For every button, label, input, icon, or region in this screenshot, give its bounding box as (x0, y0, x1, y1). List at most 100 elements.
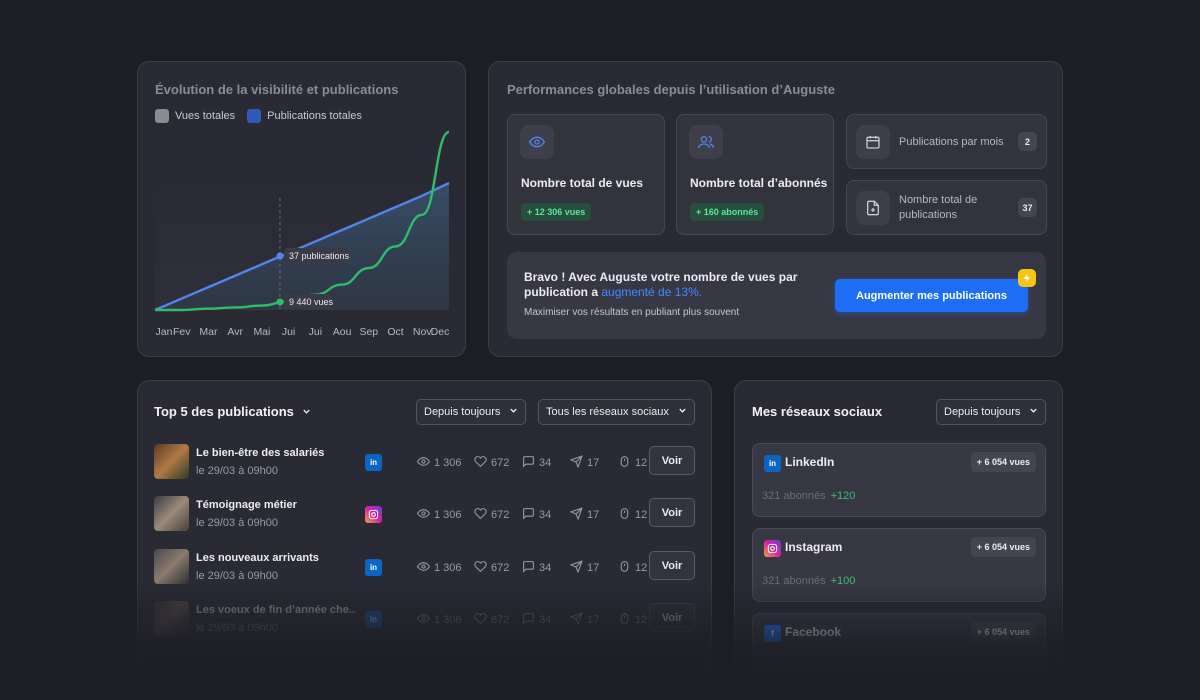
legend-item-publications[interactable]: Publications totales (247, 109, 362, 123)
network-dropdown-value: Tous les réseaux sociaux (546, 406, 669, 418)
x-tick-label: Avr (227, 326, 243, 338)
metric-likes: 672 (474, 507, 509, 523)
stat-badge: + 160 abonnés (690, 203, 765, 221)
network-subscribers: 321 abonnés +120 (762, 490, 855, 502)
views-tooltip-text: 9 440 vues (289, 297, 334, 307)
metric-shares: 17 (569, 560, 599, 576)
social-networks-title: Mes réseaux sociaux (752, 404, 883, 419)
instagram-icon (764, 540, 781, 557)
mouse-icon (618, 455, 631, 471)
metric-likes: 672 (474, 612, 509, 628)
publication-row: Témoignage métier le 29/03 à 09h00 1 306 67… (154, 494, 699, 534)
chevron-down-icon (302, 404, 311, 419)
top-publications-card: Top 5 des publications Depuis toujours T… (137, 380, 712, 700)
legend-swatch-publications (247, 109, 262, 123)
network-views-badge: + 6 054 vues (970, 537, 1036, 557)
stat-total-subscribers: Nombre total d’abonnés + 160 abonnés (676, 114, 834, 235)
linkedin-icon: in (365, 611, 382, 628)
x-tick-label: Dec (431, 326, 450, 338)
metric-clicks: 12 (618, 455, 647, 471)
view-publication-button[interactable]: Voir (649, 551, 695, 580)
publication-title: Le bien-être des salariés (196, 447, 325, 459)
calendar-icon (856, 125, 890, 159)
heart-icon (474, 560, 487, 576)
metric-value: 12 (635, 614, 648, 626)
metric-value: 12 (635, 562, 648, 574)
metric-value: 1 306 (434, 614, 462, 626)
metric-likes: 672 (474, 560, 509, 576)
publications-area (155, 183, 449, 310)
view-publication-button[interactable]: Voir (649, 498, 695, 527)
subscribers-count: 321 abonnés (762, 575, 826, 587)
top-publications-title[interactable]: Top 5 des publications (154, 404, 311, 419)
performance-card: Performances globales depuis l’utilisati… (488, 61, 1063, 357)
publication-row: Le bien-être des salariés le 29/03 à 09h0… (154, 442, 699, 482)
metric-views: 1 306 (416, 455, 462, 471)
stat-badge: + 12 306 vues (521, 203, 592, 221)
x-tick-label: Jui (282, 326, 295, 338)
metric-value: 672 (491, 614, 510, 626)
network-subscribers: 321 abonnés +100 (762, 575, 855, 587)
send-icon (569, 507, 583, 523)
linkedin-icon: in (764, 455, 781, 472)
comment-icon (522, 612, 535, 628)
x-tick-label: Mar (199, 326, 218, 338)
metric-value: 34 (539, 562, 552, 574)
legend-swatch-views (155, 109, 169, 123)
mouse-icon (618, 560, 631, 576)
increase-publications-button[interactable]: Augmenter mes publications (835, 279, 1028, 312)
metric-value: 1 306 (434, 509, 462, 521)
metric-value: 34 (539, 614, 552, 626)
eye-icon (416, 612, 431, 628)
bravo-highlight: augmenté de 13%. (601, 285, 703, 299)
publication-row: Les nouveaux arrivants le 29/03 à 09h00 in… (154, 547, 699, 587)
comment-icon (522, 455, 535, 471)
view-publication-button[interactable]: Voir (649, 603, 695, 632)
metric-clicks: 12 (618, 612, 647, 628)
linkedin-icon: in (365, 454, 382, 471)
metric-value: 672 (491, 509, 510, 521)
chevron-down-icon (1029, 406, 1038, 418)
mini-stat-count: 37 (1018, 198, 1037, 217)
x-tick-label: Aou (333, 326, 352, 338)
period-dropdown[interactable]: Depuis toujours (416, 399, 526, 425)
legend-item-views[interactable]: Vues totales (155, 109, 235, 123)
publications-tooltip (283, 248, 348, 263)
heart-icon (474, 455, 487, 471)
network-views-badge: + 6 054 vues (970, 622, 1036, 642)
legend-label-publications: Publications totales (267, 110, 362, 122)
network-name: Instagram (785, 540, 843, 554)
mini-stat-publications-per-month: Publications par mois 2 (846, 114, 1047, 169)
mini-stat-label: Publications par mois (899, 136, 1004, 148)
network-dropdown[interactable]: Tous les réseaux sociaux (538, 399, 695, 425)
view-publication-button[interactable]: Voir (649, 446, 695, 475)
users-icon (689, 125, 723, 159)
network-name: Facebook (785, 625, 842, 639)
x-tick-label: Jui (309, 326, 322, 338)
mini-stat-count: 2 (1018, 132, 1037, 151)
metric-value: 672 (491, 562, 510, 574)
metric-value: 34 (539, 509, 552, 521)
metric-views: 1 306 (416, 560, 462, 576)
chevron-down-icon (509, 406, 518, 418)
metric-comments: 34 (522, 560, 551, 576)
metric-clicks: 12 (618, 507, 647, 523)
eye-icon (416, 455, 431, 471)
x-tick-label: Nov (413, 326, 432, 338)
networks-period-dropdown[interactable]: Depuis toujours (936, 399, 1046, 425)
network-item-linkedin[interactable]: in LinkedIn + 6 054 vues 321 abonnés +120 (752, 443, 1046, 517)
bravo-subtext: Maximiser vos résultats en publiant plus… (524, 307, 740, 318)
metric-value: 672 (491, 457, 510, 469)
send-icon (569, 612, 583, 628)
visibility-line-chart: 37 publications 9 440 vues Jan Fev Mar Avr Mai… (154, 130, 450, 338)
send-icon (569, 455, 583, 471)
publication-date: le 29/03 à 09h00 (196, 517, 278, 529)
network-item-instagram[interactable]: Instagram + 6 054 vues 321 abonnés +100 (752, 528, 1046, 602)
network-item-facebook[interactable]: f Facebook + 6 054 vues (752, 613, 1046, 687)
heart-icon (474, 507, 487, 523)
metric-comments: 34 (522, 507, 551, 523)
comment-icon (522, 560, 535, 576)
publication-thumbnail (154, 549, 189, 584)
chart-legend: Vues totales Publications totales (155, 109, 362, 123)
networks-period-value: Depuis toujours (944, 406, 1021, 418)
